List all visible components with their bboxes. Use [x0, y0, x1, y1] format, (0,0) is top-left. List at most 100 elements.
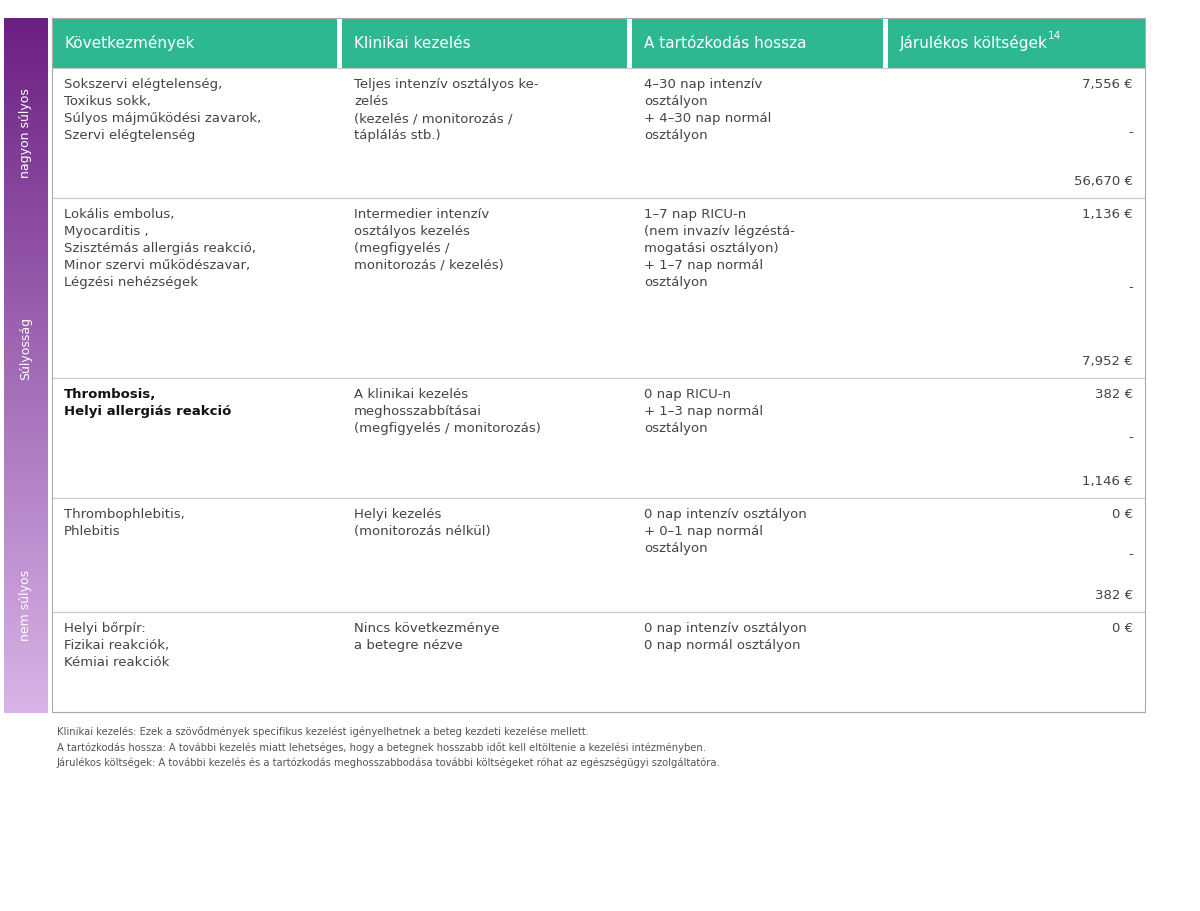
Bar: [4, 251, 48, 254]
Text: 0 nap intenzív osztályon: 0 nap intenzív osztályon: [644, 508, 806, 521]
Bar: [4, 689, 48, 691]
Bar: [4, 164, 48, 167]
Bar: [4, 138, 48, 141]
Bar: [4, 358, 48, 361]
Bar: [4, 99, 48, 102]
Text: A klinikai kezelés: A klinikai kezelés: [354, 388, 468, 401]
Bar: [4, 582, 48, 585]
Bar: [4, 548, 48, 550]
Text: 7,952 €: 7,952 €: [1082, 355, 1133, 368]
Bar: [4, 520, 48, 523]
Bar: [4, 25, 48, 27]
Bar: [4, 576, 48, 578]
Bar: [4, 707, 48, 711]
Bar: [4, 157, 48, 159]
Bar: [4, 23, 48, 26]
Bar: [4, 46, 48, 48]
Bar: [4, 645, 48, 648]
Bar: [4, 48, 48, 51]
Bar: [4, 310, 48, 312]
Bar: [4, 538, 48, 541]
Text: Minor szervi működészavar,: Minor szervi működészavar,: [64, 259, 250, 272]
Text: + 1–3 nap normál: + 1–3 nap normál: [644, 405, 763, 418]
Bar: [4, 404, 48, 407]
Bar: [4, 594, 48, 597]
Bar: [4, 241, 48, 243]
Bar: [4, 483, 48, 486]
Bar: [4, 466, 48, 469]
Bar: [4, 97, 48, 99]
Bar: [4, 710, 48, 712]
Bar: [4, 529, 48, 532]
Bar: [4, 696, 48, 699]
Bar: [4, 140, 48, 143]
Bar: [4, 495, 48, 497]
Bar: [4, 298, 48, 301]
Bar: [4, 691, 48, 694]
Bar: [4, 462, 48, 465]
Text: 14: 14: [1048, 31, 1061, 41]
Bar: [4, 599, 48, 601]
Text: osztályon: osztályon: [644, 129, 708, 142]
Bar: [4, 381, 48, 384]
Bar: [4, 205, 48, 209]
Bar: [4, 384, 48, 386]
Bar: [4, 436, 48, 439]
Text: Légzési nehézségek: Légzési nehézségek: [64, 276, 198, 289]
Bar: [4, 263, 48, 266]
Text: osztályon: osztályon: [644, 95, 708, 108]
Bar: [4, 659, 48, 661]
Bar: [342, 18, 628, 68]
Bar: [4, 610, 48, 613]
Bar: [4, 365, 48, 368]
Bar: [52, 18, 337, 68]
Bar: [4, 652, 48, 655]
Bar: [4, 238, 48, 241]
Bar: [4, 50, 48, 53]
Bar: [4, 612, 48, 615]
Bar: [4, 265, 48, 269]
Bar: [4, 353, 48, 356]
Text: Fizikai reakciók,: Fizikai reakciók,: [64, 639, 169, 652]
Bar: [4, 342, 48, 344]
Text: 7,556 €: 7,556 €: [1082, 78, 1133, 91]
Bar: [4, 178, 48, 180]
Bar: [4, 478, 48, 481]
Text: Helyi allergiás reakció: Helyi allergiás reakció: [64, 405, 232, 418]
Bar: [4, 194, 48, 197]
Bar: [4, 20, 48, 23]
Bar: [4, 272, 48, 275]
Bar: [4, 370, 48, 373]
Text: meghosszabbításai: meghosszabbításai: [354, 405, 482, 418]
Text: Szisztémás allergiás reakció,: Szisztémás allergiás reakció,: [64, 242, 256, 255]
Bar: [4, 633, 48, 636]
Bar: [4, 333, 48, 335]
Bar: [4, 199, 48, 201]
Bar: [4, 465, 48, 467]
Bar: [4, 624, 48, 627]
Bar: [4, 603, 48, 606]
Bar: [4, 136, 48, 138]
Bar: [4, 448, 48, 451]
Bar: [4, 499, 48, 502]
Bar: [4, 312, 48, 314]
Bar: [4, 55, 48, 57]
Bar: [4, 18, 48, 21]
Text: nem súlyos: nem súlyos: [19, 569, 32, 640]
Text: Helyi kezelés: Helyi kezelés: [354, 508, 442, 521]
Text: Nincs következménye: Nincs következménye: [354, 622, 499, 635]
Bar: [4, 250, 48, 252]
Text: Helyi bőrpír:: Helyi bőrpír:: [64, 622, 145, 635]
Bar: [4, 564, 48, 567]
Bar: [4, 281, 48, 284]
Bar: [4, 217, 48, 220]
Text: 0 €: 0 €: [1112, 508, 1133, 521]
Bar: [4, 578, 48, 580]
Bar: [4, 321, 48, 323]
Text: Klinikai kezelés: Klinikai kezelés: [354, 36, 470, 50]
Bar: [4, 74, 48, 77]
Bar: [4, 319, 48, 322]
Text: 0 €: 0 €: [1112, 622, 1133, 635]
Text: 1,146 €: 1,146 €: [1082, 475, 1133, 488]
Bar: [4, 388, 48, 391]
